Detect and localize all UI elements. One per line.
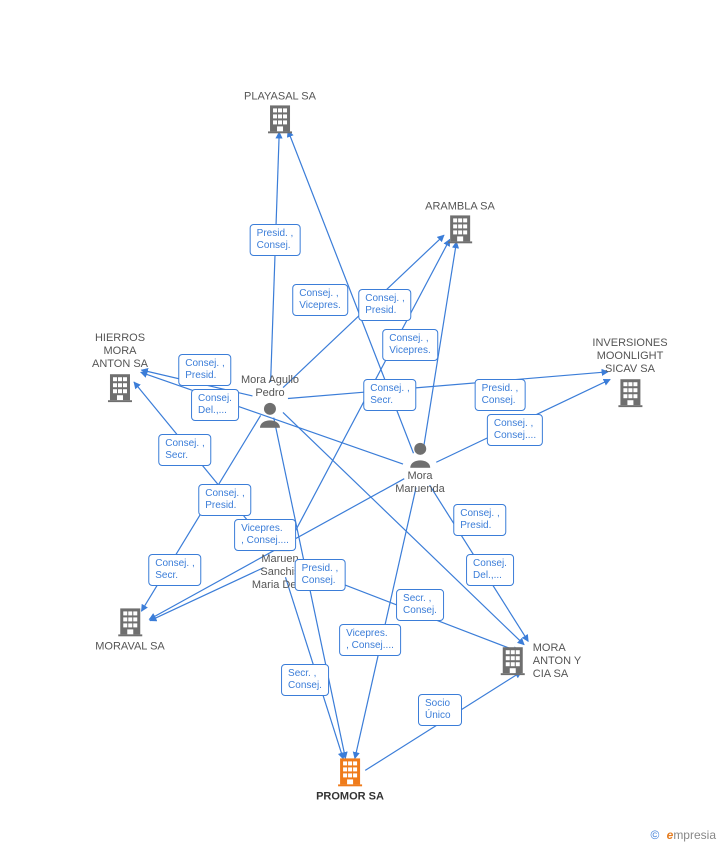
edge-label: Consej. , Secr. <box>363 379 416 411</box>
edge-label: Socio Único <box>418 694 462 726</box>
edge-label: Consej. , Secr. <box>148 554 201 586</box>
node-label: Mora Maruenda <box>395 470 445 496</box>
network-canvas <box>0 0 728 850</box>
node-promor[interactable]: PROMOR SA <box>316 756 384 803</box>
building-icon <box>446 214 474 244</box>
node-moraval[interactable]: MORAVAL SA <box>95 606 164 653</box>
building-icon <box>116 606 144 636</box>
node-mora2[interactable]: Mora Maruenda <box>395 442 445 498</box>
edge-label: Consej. , Consej.... <box>487 414 543 446</box>
edge <box>271 132 280 382</box>
edge-label: Consej. Del.,... <box>191 389 239 421</box>
person-icon <box>408 442 432 468</box>
node-moraanton[interactable]: MORA ANTON Y CIA SA <box>499 638 582 682</box>
person-icon <box>258 402 282 428</box>
node-label: HIERROS MORA ANTON SA <box>92 332 148 372</box>
edge-label: Consej. , Presid. <box>198 484 251 516</box>
building-icon <box>616 377 644 407</box>
edge-label: Consej. , Presid. <box>453 504 506 536</box>
node-label: PLAYASAL SA <box>244 90 316 103</box>
node-label: INVERSIONES MOONLIGHT SICAV SA <box>592 337 667 377</box>
edge-label: Consej. Del.,... <box>466 554 514 586</box>
edge-label: Presid. , Consej. <box>475 379 526 411</box>
edge <box>288 372 608 399</box>
edge-label: Consej. , Presid. <box>178 354 231 386</box>
building-icon <box>499 645 527 675</box>
node-label: ARAMBLA SA <box>425 200 495 213</box>
edge-label: Vicepres. , Consej.... <box>234 519 296 551</box>
node-label: MORAVAL SA <box>95 640 164 653</box>
node-inversiones[interactable]: INVERSIONES MOONLIGHT SICAV SA <box>592 333 667 407</box>
node-arambla[interactable]: ARAMBLA SA <box>425 196 495 243</box>
edge-label: Presid. , Consej. <box>295 559 346 591</box>
edge-label: Consej. , Vicepres. <box>292 284 348 316</box>
edge-label: Consej. , Presid. <box>358 289 411 321</box>
node-playasal[interactable]: PLAYASAL SA <box>244 86 316 133</box>
building-icon <box>336 756 364 786</box>
building-icon <box>106 372 134 402</box>
credit: © empresia <box>650 828 716 842</box>
node-label: MORA ANTON Y CIA SA <box>533 642 582 682</box>
brand-rest: mpresia <box>673 828 716 842</box>
node-pedro[interactable]: Mora Agullo Pedro <box>241 372 299 428</box>
copyright-symbol: © <box>650 828 659 842</box>
edge-label: Secr. , Consej. <box>396 589 444 621</box>
building-icon <box>266 104 294 134</box>
edge-label: Consej. , Vicepres. <box>382 329 438 361</box>
edge-label: Presid. , Consej. <box>250 224 301 256</box>
edge-label: Vicepres. , Consej.... <box>339 624 401 656</box>
edge-label: Consej. , Secr. <box>158 434 211 466</box>
node-hierros[interactable]: HIERROS MORA ANTON SA <box>92 328 148 402</box>
node-label: PROMOR SA <box>316 790 384 803</box>
edge-label: Secr. , Consej. <box>281 664 329 696</box>
node-label: Mora Agullo Pedro <box>241 374 299 400</box>
